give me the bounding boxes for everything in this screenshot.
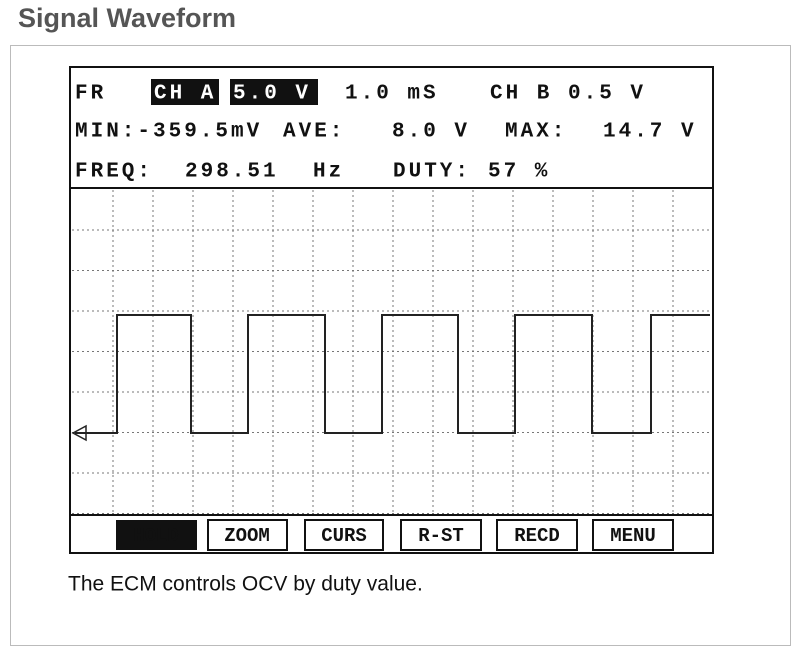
- title: Signal Waveform: [18, 3, 236, 33]
- duty-label: DUTY:: [393, 161, 471, 184]
- scope-label: FR: [75, 83, 106, 106]
- duty-value: 57 %: [488, 161, 550, 184]
- time-scale: 1.0 mS: [345, 83, 439, 106]
- highlight: [230, 79, 318, 105]
- channel-a: CH A: [154, 83, 216, 106]
- button[interactable]: RECD: [514, 525, 560, 547]
- button[interactable]: HOLD: [133, 525, 179, 547]
- max-label: MAX:: [505, 121, 567, 144]
- caption: The ECM controls OCV by duty value.: [68, 573, 423, 596]
- freq-label: FREQ:: [75, 161, 153, 184]
- channel-b: CH B 0.5 V: [490, 83, 646, 106]
- button-bg: [400, 519, 482, 551]
- freq-value: 298.51: [185, 161, 279, 184]
- button[interactable]: MENU: [610, 525, 656, 547]
- highlight: [151, 79, 219, 105]
- button-bg: [207, 519, 288, 551]
- button-bg: [592, 519, 674, 551]
- button-bg: [496, 519, 578, 551]
- button[interactable]: ZOOM: [224, 525, 270, 547]
- ave-label: AVE:: [283, 121, 345, 144]
- trigger-marker: [71, 424, 87, 442]
- min-value: MIN:-359.5mV: [75, 121, 262, 144]
- freq-unit: Hz: [313, 161, 344, 184]
- button-bg: [116, 520, 197, 550]
- ave-value: 8.0 V: [392, 121, 470, 144]
- panel: [10, 45, 791, 646]
- max-value: 14.7 V: [603, 121, 697, 144]
- button[interactable]: R-ST: [418, 525, 464, 547]
- button[interactable]: CURS: [321, 525, 367, 547]
- button-bg: [304, 519, 384, 551]
- scope-screen: [69, 66, 714, 554]
- waveform: [75, 314, 710, 434]
- volt-scale: 5.0 V: [233, 83, 311, 106]
